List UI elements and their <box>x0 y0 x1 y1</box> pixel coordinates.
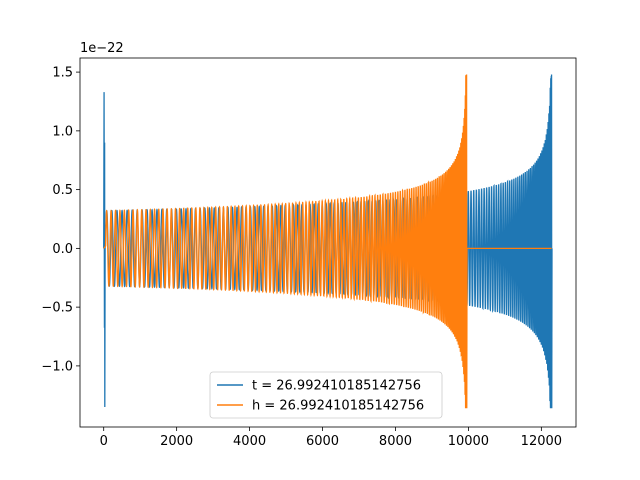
x-tick-label: 10000 <box>448 434 489 449</box>
y-tick-label: 0.5 <box>52 183 73 198</box>
plot-area <box>103 74 553 409</box>
x-axis: 0 2000 4000 6000 8000 10000 12000 <box>100 427 562 449</box>
x-tick-label: 0 <box>100 434 108 449</box>
x-tick-label: 8000 <box>379 434 412 449</box>
y-tick-label: −1.0 <box>41 359 73 374</box>
legend-label-1: t = 26.992410185142756 <box>252 379 421 394</box>
series-line-1 <box>103 74 553 409</box>
y-offset-label: 1e−22 <box>80 41 124 56</box>
series-line-2 <box>103 74 552 409</box>
legend-box <box>209 371 443 419</box>
y-tick-label: 0.0 <box>52 242 73 257</box>
legend: t = 26.992410185142756 h = 26.99241018514… <box>209 371 443 419</box>
x-tick-label: 6000 <box>306 434 339 449</box>
x-tick-label: 2000 <box>160 434 193 449</box>
y-tick-label: 1.0 <box>52 124 73 139</box>
x-tick-label: 12000 <box>521 434 562 449</box>
y-tick-label: −0.5 <box>41 301 73 316</box>
axes-frame <box>79 57 577 428</box>
y-tick-label: 1.5 <box>52 66 73 81</box>
y-axis: 1.5 1.0 0.5 0.0 −0.5 −1.0 <box>41 66 80 374</box>
x-tick-label: 4000 <box>233 434 266 449</box>
legend-label-2: h = 26.992410185142756 <box>252 399 424 414</box>
